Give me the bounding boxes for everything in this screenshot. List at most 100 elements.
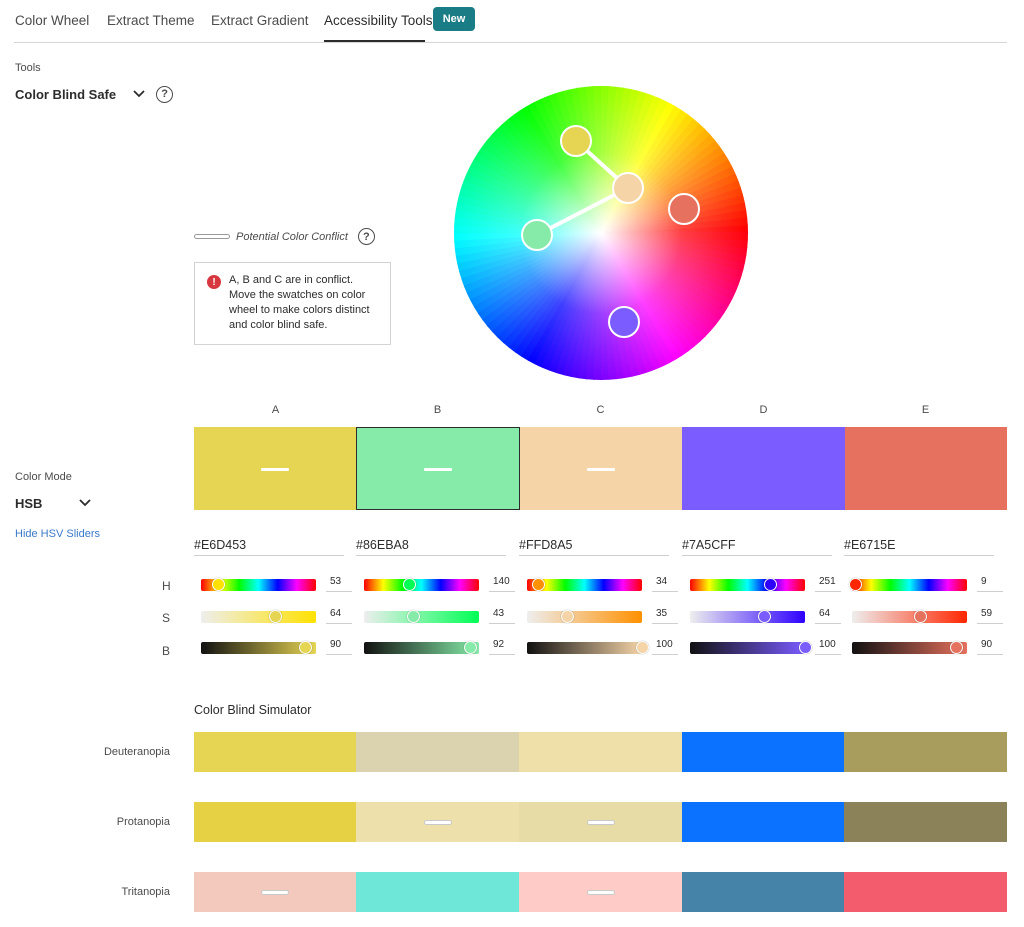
- active-tab-indicator: [324, 40, 425, 42]
- wheel-handle-d[interactable]: [608, 306, 640, 338]
- brightness-slider-a[interactable]: [201, 641, 316, 654]
- saturation-value-e[interactable]: 59: [977, 608, 1003, 624]
- hex-input-a[interactable]: [194, 534, 344, 556]
- hex-input-c[interactable]: [519, 534, 669, 556]
- tab-accessibility-tools[interactable]: Accessibility Tools: [324, 13, 433, 28]
- brightness-slider-d[interactable]: [690, 641, 812, 654]
- hide-hsv-sliders-link[interactable]: Hide HSV Sliders: [15, 528, 100, 540]
- hex-input-b[interactable]: [356, 534, 506, 556]
- hue-slider-b[interactable]: [364, 578, 479, 591]
- saturation-slider-thumb[interactable]: [757, 610, 771, 623]
- hue-slider-d[interactable]: [690, 578, 805, 591]
- saturation-row-label: S: [162, 611, 171, 625]
- hue-slider-a[interactable]: [201, 578, 316, 591]
- brightness-slider-thumb[interactable]: [463, 641, 477, 654]
- saturation-slider-thumb[interactable]: [268, 610, 282, 623]
- brightness-slider-thumb[interactable]: [636, 641, 649, 654]
- alert-icon: !: [207, 275, 221, 289]
- hue-slider-thumb[interactable]: [764, 578, 778, 591]
- color-mode-label: Color Mode: [15, 471, 72, 483]
- hex-input-d[interactable]: [682, 534, 832, 556]
- protanopia-swatch-b: [356, 802, 519, 842]
- saturation-slider-e[interactable]: [852, 610, 967, 623]
- hue-value-e[interactable]: 9: [977, 576, 1003, 592]
- wheel-handle-a[interactable]: [560, 125, 592, 157]
- conflict-message: A, B and C are in conflict. Move the swa…: [229, 274, 370, 331]
- hue-slider-e[interactable]: [848, 578, 967, 591]
- saturation-slider-a[interactable]: [201, 610, 316, 623]
- hex-input-e[interactable]: [844, 534, 994, 556]
- hue-slider-thumb[interactable]: [211, 578, 225, 591]
- saturation-slider-thumb[interactable]: [561, 610, 575, 623]
- brightness-slider-thumb[interactable]: [298, 641, 312, 654]
- color-mode-dropdown[interactable]: HSB: [15, 494, 94, 512]
- hue-slider-thumb[interactable]: [848, 578, 862, 591]
- saturation-slider-c[interactable]: [527, 610, 642, 623]
- swatch-e[interactable]: [845, 427, 1007, 510]
- chevron-down-icon[interactable]: [76, 494, 94, 512]
- protanopia-swatch-a: [194, 802, 356, 842]
- hue-value-d[interactable]: 251: [815, 576, 841, 592]
- wheel-handle-b[interactable]: [521, 219, 553, 251]
- hue-value-c[interactable]: 34: [652, 576, 678, 592]
- hue-value-a[interactable]: 53: [326, 576, 352, 592]
- new-badge: New: [433, 7, 475, 31]
- help-icon[interactable]: ?: [357, 228, 375, 245]
- tab-extract-gradient[interactable]: Extract Gradient: [211, 13, 309, 28]
- hue-slider-thumb[interactable]: [402, 578, 416, 591]
- tritanopia-swatch-e: [844, 872, 1007, 912]
- brightness-value-d[interactable]: 100: [815, 639, 841, 655]
- deuteranopia-swatch-a: [194, 732, 356, 772]
- hue-row-label: H: [162, 579, 171, 593]
- conflict-marker: [261, 467, 289, 471]
- saturation-value-d[interactable]: 64: [815, 608, 841, 624]
- saturation-value-c[interactable]: 35: [652, 608, 678, 624]
- swatch-b[interactable]: [356, 427, 520, 510]
- deuteranopia-label: Deuteranopia: [103, 746, 170, 758]
- tritanopia-swatch-d: [682, 872, 844, 912]
- tritanopia-swatch-b: [356, 872, 519, 912]
- deuteranopia-swatch-d: [682, 732, 844, 772]
- saturation-value-b[interactable]: 43: [489, 608, 515, 624]
- conflict-marker: [586, 890, 615, 895]
- brightness-slider-b[interactable]: [364, 641, 479, 654]
- conflict-marker: [586, 820, 615, 825]
- swatch-a[interactable]: [194, 427, 356, 510]
- brightness-slider-c[interactable]: [527, 641, 649, 654]
- chevron-down-icon[interactable]: [130, 85, 148, 103]
- hue-slider-thumb[interactable]: [531, 578, 545, 591]
- swatch-c[interactable]: [520, 427, 682, 510]
- swatch-letter-a: A: [271, 404, 280, 416]
- brightness-value-c[interactable]: 100: [652, 639, 678, 655]
- tab-color-wheel[interactable]: Color Wheel: [15, 13, 90, 28]
- saturation-value-a[interactable]: 64: [326, 608, 352, 624]
- top-tabs: Color Wheel Extract Theme Extract Gradie…: [0, 0, 1024, 44]
- swatch-letter-e: E: [921, 404, 930, 416]
- conflict-marker: [423, 820, 452, 825]
- brightness-value-a[interactable]: 90: [326, 639, 352, 655]
- hue-slider-c[interactable]: [527, 578, 642, 591]
- hue-value-b[interactable]: 140: [489, 576, 515, 592]
- tools-dropdown[interactable]: Color Blind Safe ?: [15, 85, 174, 103]
- brightness-slider-thumb[interactable]: [799, 641, 812, 654]
- simulator-title: Color Blind Simulator: [194, 703, 312, 717]
- tab-extract-theme[interactable]: Extract Theme: [107, 13, 195, 28]
- wheel-handle-c[interactable]: [612, 172, 644, 204]
- brightness-value-e[interactable]: 90: [977, 639, 1003, 655]
- color-wheel[interactable]: [452, 84, 750, 382]
- saturation-slider-b[interactable]: [364, 610, 479, 623]
- swatch-d[interactable]: [682, 427, 845, 510]
- tabs-divider: [14, 42, 1007, 43]
- wheel-handle-e[interactable]: [668, 193, 700, 225]
- saturation-slider-thumb[interactable]: [407, 610, 421, 623]
- brightness-slider-e[interactable]: [852, 641, 967, 654]
- color-mode-value: HSB: [15, 495, 43, 511]
- conflict-legend-label: Potential Color Conflict: [236, 230, 348, 243]
- brightness-slider-thumb[interactable]: [949, 641, 963, 654]
- saturation-slider-thumb[interactable]: [913, 610, 927, 623]
- saturation-slider-d[interactable]: [690, 610, 805, 623]
- help-icon[interactable]: ?: [156, 85, 174, 103]
- swatch-letter-d: D: [759, 404, 768, 416]
- conflict-link-c-b: [535, 186, 630, 237]
- brightness-value-b[interactable]: 92: [489, 639, 515, 655]
